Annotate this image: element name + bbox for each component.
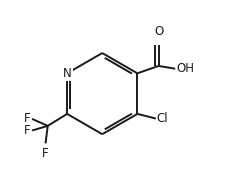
Text: Cl: Cl — [157, 112, 168, 125]
Text: F: F — [24, 112, 31, 125]
Text: F: F — [42, 147, 49, 161]
Text: O: O — [154, 25, 163, 38]
Text: N: N — [63, 67, 71, 80]
Text: OH: OH — [177, 62, 195, 75]
Text: F: F — [24, 124, 31, 137]
